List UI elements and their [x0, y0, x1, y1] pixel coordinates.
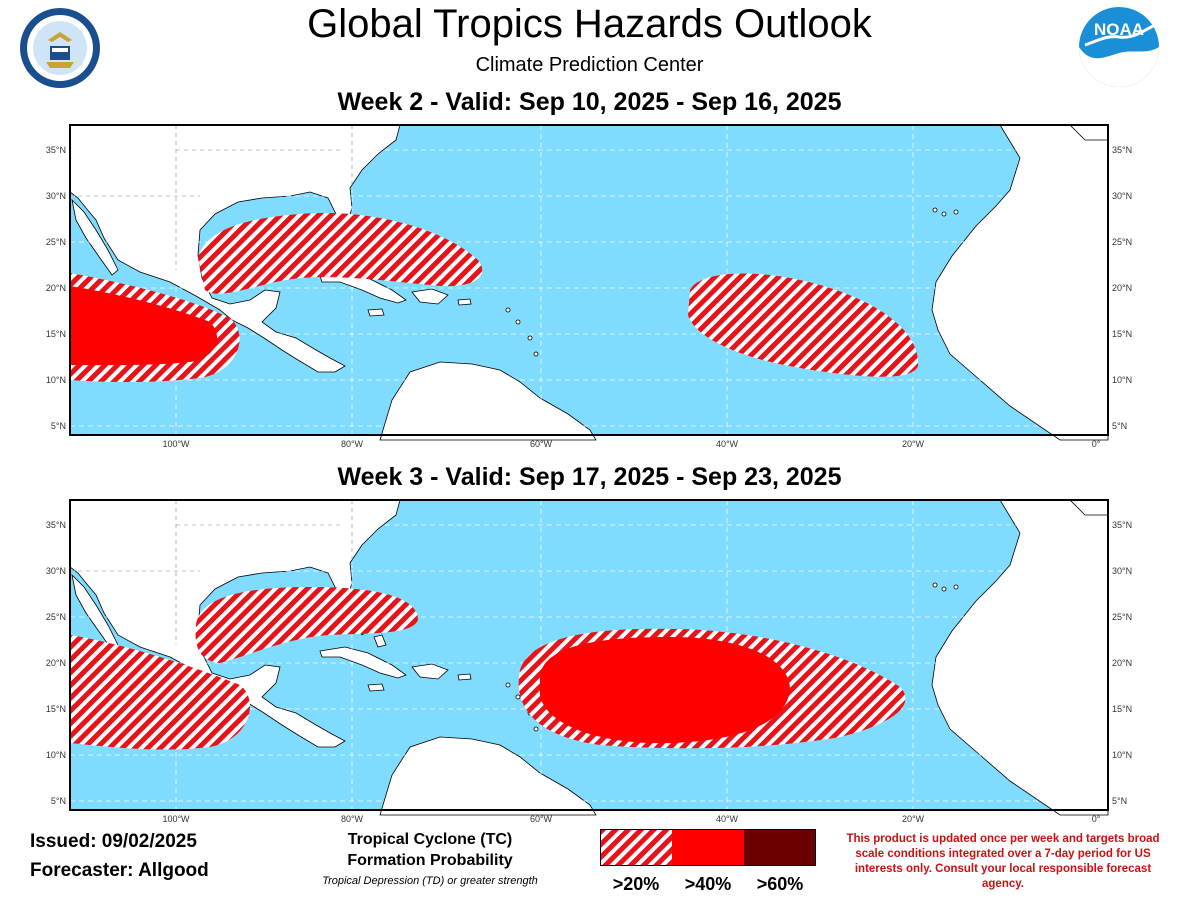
legend-label-40: >40% — [684, 874, 732, 894]
legend-label-60: >60% — [756, 874, 804, 894]
issued-date: Issued: 09/02/2025 — [30, 831, 197, 852]
lon-tick-label: 0° — [1092, 814, 1101, 824]
week3-hazard-gulf-20 — [195, 587, 418, 663]
disclaimer-text: This product is updated once per week an… — [846, 833, 1160, 890]
department-of-commerce-seal-icon — [20, 8, 100, 88]
lon-tick-label: 0° — [1092, 439, 1101, 449]
lon-tick-label: 100°W — [162, 439, 190, 449]
lon-tick-label: 80°W — [341, 439, 364, 449]
lon-tick-label: 20°W — [902, 439, 925, 449]
legend-swatch-20 — [600, 829, 672, 866]
page-subtitle: Climate Prediction Center — [475, 54, 704, 76]
page-title: Global Tropics Hazards Outlook — [307, 2, 872, 46]
legend-swatch-60 — [744, 829, 816, 866]
legend-swatches — [600, 829, 816, 866]
legend-swatch-40 — [672, 829, 744, 866]
noaa-logo-text: NOAA — [1094, 20, 1144, 39]
week2-hazard-mdr-20 — [688, 273, 919, 377]
legend-title-line2: Formation Probability — [347, 852, 513, 869]
lon-tick-label: 60°W — [530, 814, 553, 824]
week3-hazard-mdr-40 — [540, 637, 790, 744]
forecaster-name: Forecaster: Allgood — [30, 860, 209, 881]
legend-title-line1: Tropical Cyclone (TC) — [347, 831, 513, 848]
week2-map — [69, 124, 1109, 441]
lon-tick-label: 60°W — [530, 439, 553, 449]
lon-tick-label: 80°W — [341, 814, 364, 824]
week2-hazard-gulf-20 — [198, 212, 483, 294]
week3-hazard-epac-20 — [70, 635, 250, 750]
legend-label-20: >20% — [612, 874, 660, 894]
lon-tick-label: 20°W — [902, 814, 925, 824]
noaa-logo-icon: NOAA — [1079, 7, 1159, 87]
week2-hazard-epac-40 — [70, 286, 218, 366]
lon-tick-label: 40°W — [716, 814, 739, 824]
week3-map — [69, 499, 1109, 816]
legend-subtitle: Tropical Depression (TD) or greater stre… — [322, 875, 538, 887]
week2-title: Week 2 - Valid: Sep 10, 2025 - Sep 16, 2… — [337, 88, 842, 116]
lon-tick-label: 100°W — [162, 814, 190, 824]
week3-title: Week 3 - Valid: Sep 17, 2025 - Sep 23, 2… — [337, 463, 842, 491]
lon-tick-label: 40°W — [716, 439, 739, 449]
